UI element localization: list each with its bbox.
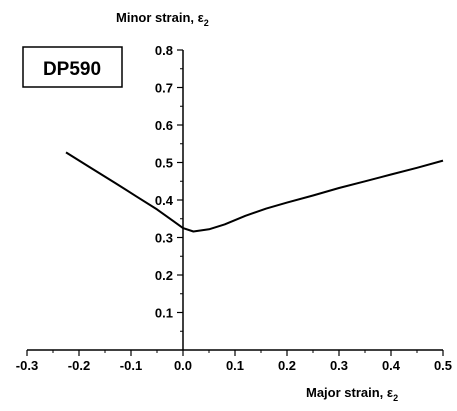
x-tick-label: 0.1 [226,358,244,373]
y-tick-label: 0.1 [155,306,173,321]
ticks: -0.3 -0.2 -0.1 0.0 0.1 0.2 0.3 0.4 0.5 0.1 0.2 0.3 0… [16,43,452,373]
axes [27,50,443,351]
x-tick-label: 0.3 [330,358,348,373]
x-tick-label: -0.1 [120,358,142,373]
x-tick-label: 0.2 [278,358,296,373]
y-tick-label: 0.4 [155,193,174,208]
x-axis-label: Major strain, ε2 [306,385,398,403]
x-tick-label: 0.5 [434,358,452,373]
x-tick-label: 0.4 [382,358,401,373]
y-tick-label: 0.5 [155,156,173,171]
series [65,151,444,233]
y-tick-label: 0.3 [155,231,173,246]
series-line [65,151,444,233]
y-tick-label: 0.8 [155,43,173,58]
material-label: DP590 [43,59,101,80]
x-tick-label: -0.3 [16,358,38,373]
x-tick-label: 0.0 [174,358,192,373]
x-tick-label: -0.2 [68,358,90,373]
y-axis-label: Minor strain, ε2 [116,10,209,28]
y-tick-label: 0.6 [155,118,173,133]
y-tick-label: 0.7 [155,81,173,96]
material-label-box: DP590 [22,46,123,88]
y-tick-label: 0.2 [155,268,173,283]
